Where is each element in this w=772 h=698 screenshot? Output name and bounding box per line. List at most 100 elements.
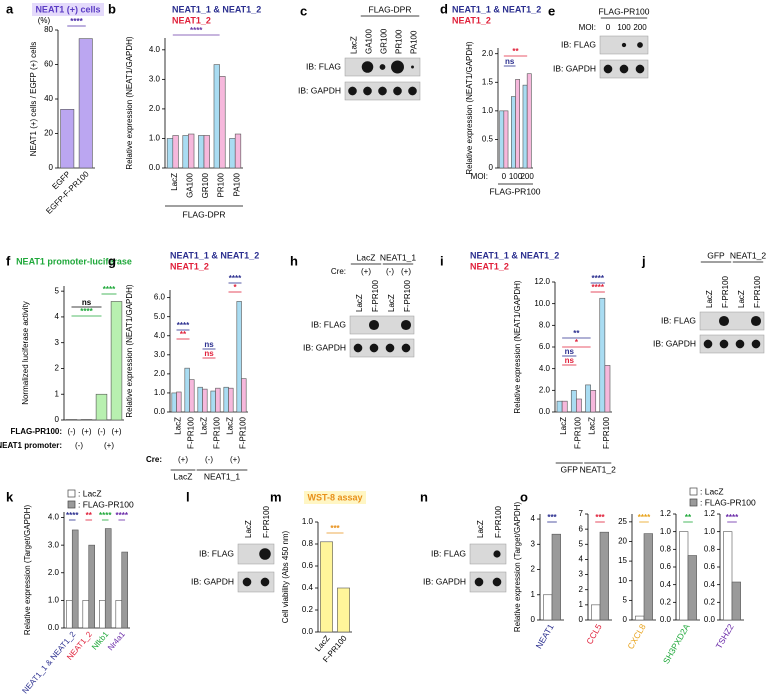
sig-label: **** <box>66 511 79 520</box>
blot-dot <box>378 86 387 96</box>
legend-label: NEAT1_2 <box>170 261 209 271</box>
bar <box>585 384 591 413</box>
group-label: GFP <box>707 250 725 260</box>
sig-label: **** <box>103 285 116 294</box>
y-axis-label: NEAT1 (+) cells / EGFP (+) cells <box>29 42 38 156</box>
y-tick-label: 0.5 <box>482 135 494 144</box>
bar <box>115 600 123 629</box>
group-label: NEAT1_1 <box>380 252 416 262</box>
blot-dot <box>635 64 645 74</box>
x-axis-prefix: MOI: <box>471 172 488 181</box>
blot-strip <box>349 315 415 335</box>
bar <box>526 73 532 169</box>
bar <box>60 109 75 169</box>
panel-letter: b <box>108 1 116 16</box>
blot-strip <box>699 334 765 354</box>
bar <box>219 76 226 169</box>
blot-dot <box>493 550 501 558</box>
lane-label: PR100 <box>395 29 404 54</box>
y-tick-label: 5 <box>55 286 60 295</box>
y-tick-label: 6.0 <box>539 342 551 351</box>
legend-label: : LacZ <box>78 488 102 498</box>
lane-label: LacZ <box>387 294 396 312</box>
legend-label: NEAT1_1 & NEAT1_2 <box>170 250 259 260</box>
y-tick-label: 4.0 <box>539 364 551 373</box>
blot-dot <box>259 548 271 560</box>
sig-label: ns <box>565 356 575 365</box>
x-tick-label: LacZ <box>588 417 597 435</box>
title-box <box>32 3 104 16</box>
x-tick-label: LacZ <box>174 417 183 435</box>
cre-item: (-) <box>386 267 394 276</box>
y-tick-label: 4.0 <box>154 331 166 340</box>
sig-label: **** <box>592 274 605 283</box>
y-tick-label: 0.0 <box>149 163 161 172</box>
bar <box>166 138 174 169</box>
y-tick-label: 0.8 <box>302 539 314 548</box>
bar <box>570 390 577 413</box>
y-tick-label: 0.6 <box>302 561 314 570</box>
bar <box>543 594 553 621</box>
y-tick-label: 1.0 <box>482 106 494 115</box>
y-tick-label: 0.0 <box>302 627 314 636</box>
y-tick-label: 4 <box>55 312 60 321</box>
y-tick-label: 4.0 <box>48 513 60 522</box>
bar <box>510 96 516 169</box>
y-tick-label: 1 <box>531 590 536 599</box>
lane-label: F-PR100 <box>721 275 730 308</box>
blot-dot <box>621 42 627 48</box>
bar <box>172 135 179 169</box>
sig-label: ** <box>512 47 519 56</box>
y-tick-label: 0 <box>623 615 628 624</box>
bar <box>731 581 741 621</box>
panel-letter: h <box>290 253 298 268</box>
row-item: (-) <box>68 427 76 436</box>
y-axis-label: Relative expression (NEAT1/GAPDH) <box>465 41 474 175</box>
y-tick-label: 0.2 <box>704 597 716 606</box>
x-tick-label: F-PR100 <box>573 416 582 449</box>
y-tick-label: 0.0 <box>660 615 672 624</box>
bar <box>337 587 350 633</box>
x-tick-label: LacZ <box>559 417 568 435</box>
y-tick-label: 0.0 <box>704 615 716 624</box>
panel-letter: n <box>420 489 428 504</box>
x-tick-label: 200 <box>520 172 534 181</box>
sig-label: ** <box>685 513 692 522</box>
panel-letter: k <box>6 489 14 504</box>
panel-letter: g <box>108 253 116 268</box>
sig-label: **** <box>177 321 190 330</box>
bar <box>66 600 73 629</box>
chart-title: NEAT1 promoter-luciferase <box>16 256 132 266</box>
blot-row-label: IB: GAPDH <box>423 576 466 586</box>
blot-dot <box>363 86 372 96</box>
lane-label: LacZ <box>737 290 746 308</box>
x-axis-label: SH3PXD2A <box>661 622 692 666</box>
blot-dot <box>718 315 730 327</box>
x-tick-label: PR100 <box>217 172 226 197</box>
y-tick-label: 0.4 <box>704 580 716 589</box>
blot-dot <box>368 319 380 331</box>
x-axis-label: TSHZ2 <box>714 622 736 651</box>
y-axis-label: Normalized luciferase activity <box>21 301 30 405</box>
blot-row-label: IB: FLAG <box>306 61 341 71</box>
sig-label: ** <box>573 329 580 338</box>
blot-dot <box>750 315 762 327</box>
y-tick-label: 4 <box>579 555 584 564</box>
x-axis-label: FLAG-PR100 <box>489 186 540 196</box>
y-tick-label: 80 <box>44 25 53 34</box>
y-tick-label: 12.0 <box>534 277 550 286</box>
y-tick-label: 2.0 <box>48 568 60 577</box>
bar <box>687 555 697 621</box>
row-label: Cre: <box>146 455 162 464</box>
bar <box>241 378 247 413</box>
y-tick-label: 5 <box>579 539 584 548</box>
y-tick-label: 0.8 <box>704 544 716 553</box>
y-tick-label: 3.0 <box>48 540 60 549</box>
row-label: FLAG-PR100: <box>10 427 62 436</box>
bar <box>188 133 195 169</box>
y-tick-label: 3 <box>531 539 536 548</box>
row-item: (-) <box>98 427 106 436</box>
blot-dot <box>385 343 395 353</box>
y-axis-label: Relative expression (NEAT1/GAPDH) <box>125 284 134 418</box>
